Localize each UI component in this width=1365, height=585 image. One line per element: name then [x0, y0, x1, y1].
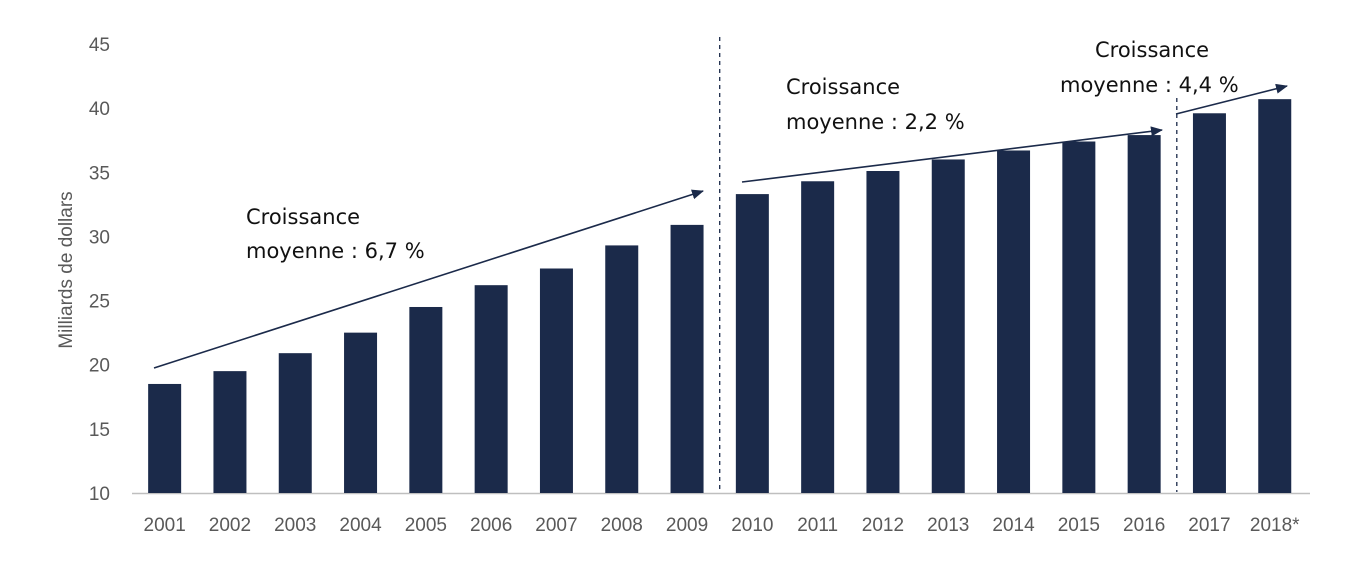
x-tick-label: 2008: [601, 515, 643, 536]
bar: [866, 171, 900, 493]
x-tick-label: 2010: [731, 515, 773, 536]
bar: [670, 224, 704, 493]
y-tick-label: 15: [89, 420, 110, 441]
bar: [735, 194, 769, 493]
y-axis-label: Milliards de dollars: [56, 191, 77, 348]
bar: [1127, 135, 1161, 493]
bar: [997, 150, 1031, 493]
y-tick-label: 30: [89, 227, 110, 248]
bar: [213, 371, 247, 493]
annotation-1-line2: moyenne : 6,7 %: [246, 239, 425, 263]
x-tick-label: 2006: [470, 515, 512, 536]
annotation-2-line2: moyenne : 2,2 %: [786, 110, 965, 134]
x-tick-label: 2012: [862, 515, 904, 536]
bar: [409, 306, 443, 493]
annotation-3-line2: moyenne : 4,4 %: [1060, 73, 1239, 97]
x-tick-label: 2016: [1123, 515, 1165, 536]
y-tick-label: 40: [89, 99, 110, 120]
bar: [1258, 99, 1292, 494]
growth-arrow: [1175, 83, 1288, 115]
bar: [1192, 113, 1226, 493]
x-tick-label: 2013: [927, 515, 969, 536]
y-tick-label: 45: [89, 35, 110, 56]
bar: [148, 383, 182, 493]
x-tick-label: 2018*: [1250, 515, 1300, 536]
x-tick-label: 2003: [274, 515, 316, 536]
annotation-3-line1: Croissance: [1095, 38, 1209, 62]
x-tick-label: 2014: [992, 515, 1035, 536]
period-separators: [719, 37, 1178, 492]
x-tick-label: 2017: [1188, 515, 1230, 536]
x-tick-label: 2001: [144, 515, 186, 536]
bar: [931, 159, 965, 493]
annotation-2-line1: Croissance: [786, 75, 900, 99]
bar: [605, 245, 639, 493]
x-tick-label: 2009: [666, 515, 708, 536]
y-axis-ticks: 10 15 20 25 30 35 40 45: [89, 35, 110, 505]
y-tick-label: 10: [89, 484, 110, 505]
bar: [278, 353, 312, 493]
y-tick-label: 35: [89, 163, 110, 184]
y-tick-label: 25: [89, 292, 110, 313]
bars: [148, 99, 1292, 494]
x-axis-ticks: 2001 2002 2003 2004 2005 2006 2007 2008 2009 2010…: [144, 515, 1301, 536]
growth-arrow: [741, 126, 1163, 183]
y-tick-label: 20: [89, 356, 110, 377]
growth-arrows: [153, 83, 1288, 369]
x-tick-label: 2011: [797, 515, 838, 536]
growth-arrow: [153, 189, 704, 369]
bar: [1062, 141, 1096, 494]
x-tick-label: 2004: [339, 515, 382, 536]
x-tick-label: 2007: [535, 515, 577, 536]
bar: [539, 268, 573, 493]
bar: [344, 332, 378, 493]
x-tick-label: 2002: [209, 515, 251, 536]
x-tick-label: 2015: [1058, 515, 1100, 536]
annotation-1-line1: Croissance: [246, 205, 360, 229]
bar: [474, 285, 508, 493]
x-tick-label: 2005: [405, 515, 447, 536]
bar: [801, 181, 835, 493]
